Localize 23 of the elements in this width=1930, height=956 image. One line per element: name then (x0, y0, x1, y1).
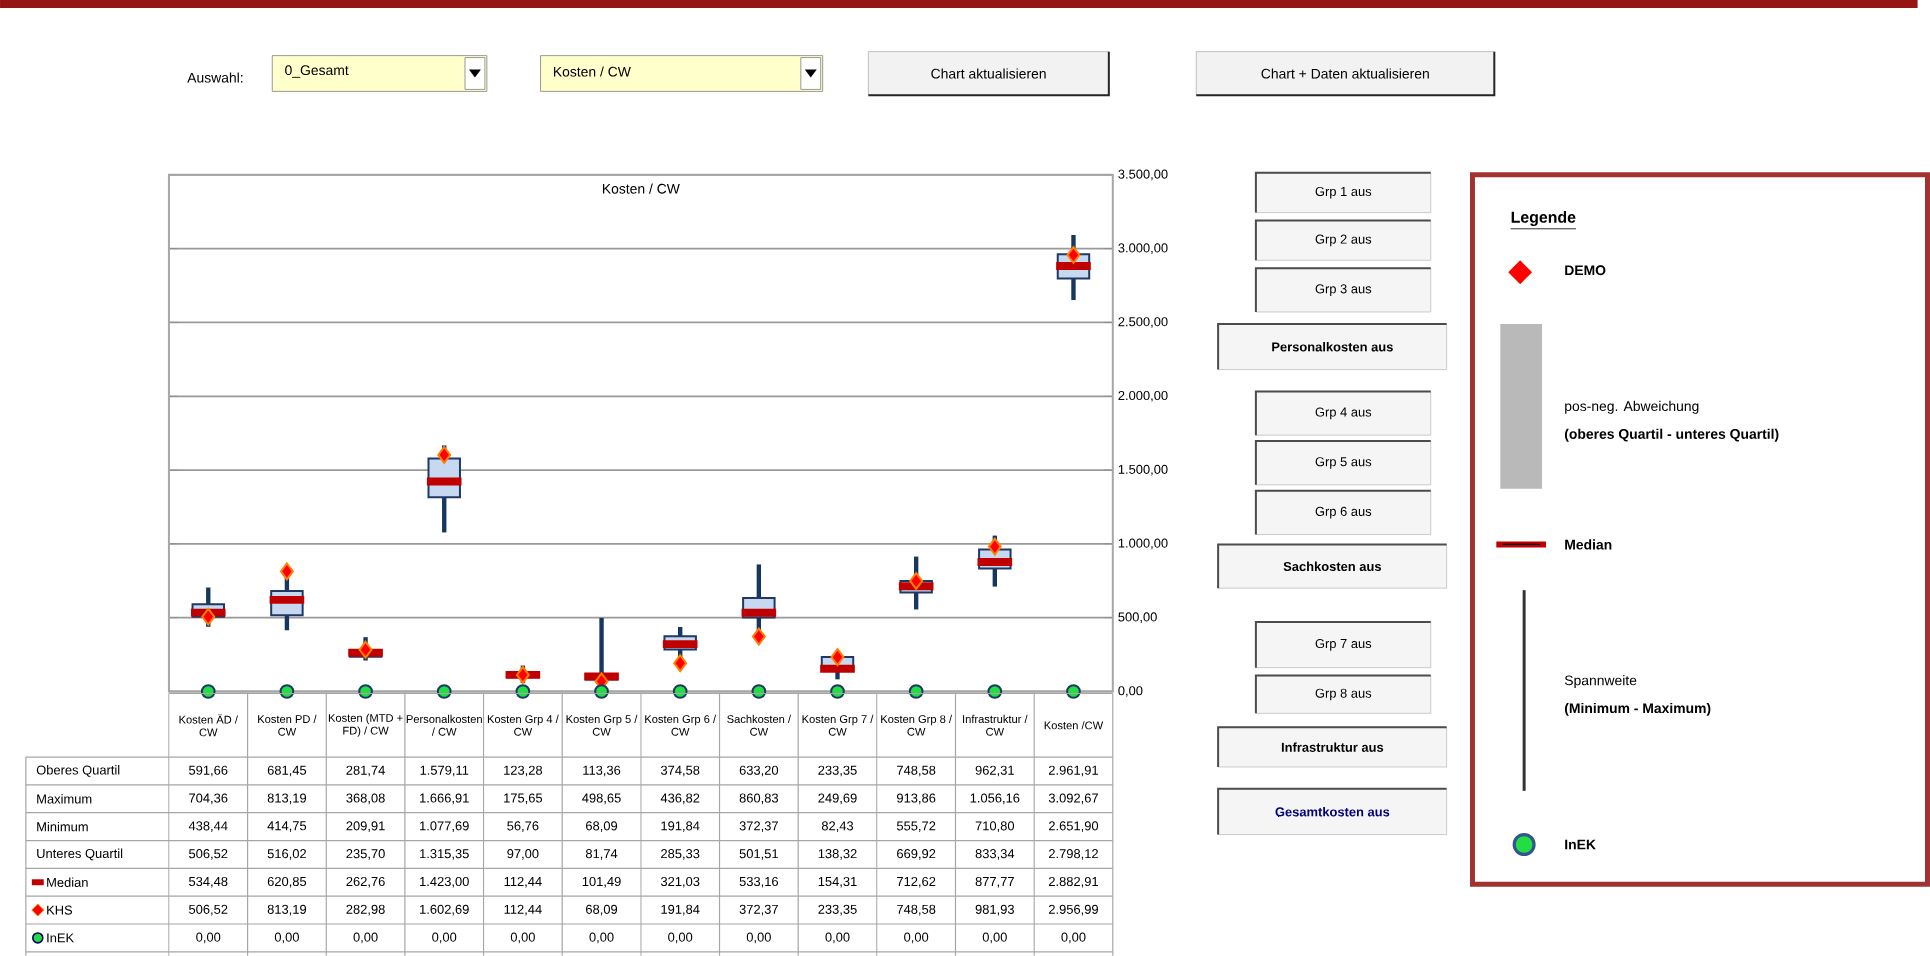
point (751, 627, 766, 646)
point (358, 683, 373, 699)
point (830, 647, 845, 666)
point (515, 665, 530, 684)
point (987, 683, 1003, 699)
point (515, 683, 531, 699)
point (908, 683, 924, 699)
point (279, 562, 294, 581)
point (200, 683, 216, 699)
point (279, 683, 295, 699)
point (987, 537, 1002, 556)
point (201, 607, 216, 626)
point (437, 445, 452, 464)
point (436, 683, 452, 699)
point (909, 571, 924, 590)
point (830, 683, 845, 699)
point (673, 654, 688, 672)
point (358, 640, 373, 659)
point (594, 683, 609, 699)
point (751, 683, 767, 699)
point (1066, 245, 1081, 264)
point (1066, 683, 1081, 699)
point (672, 683, 688, 699)
